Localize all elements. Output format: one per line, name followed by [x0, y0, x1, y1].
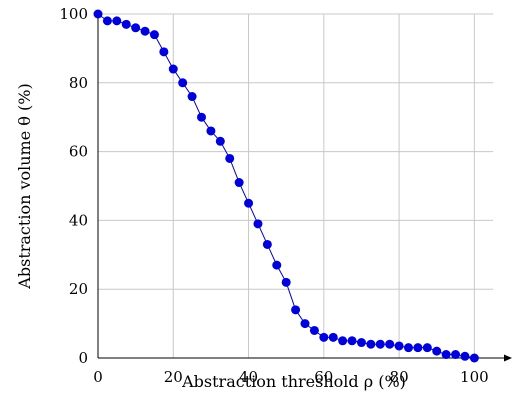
- data-point: [385, 339, 395, 349]
- x-tick-label: 60: [314, 368, 333, 386]
- x-tick-label: 80: [390, 368, 409, 386]
- data-point: [140, 26, 150, 36]
- data-points: [93, 9, 479, 363]
- data-point: [356, 338, 366, 348]
- data-point: [281, 277, 291, 287]
- data-point: [422, 343, 432, 353]
- data-point: [149, 30, 159, 40]
- data-point: [112, 16, 122, 26]
- data-point: [338, 336, 348, 346]
- data-point: [215, 136, 225, 146]
- axes: [97, 14, 512, 362]
- data-point: [319, 332, 329, 342]
- data-point: [178, 78, 188, 88]
- x-tick-label: 20: [164, 368, 183, 386]
- data-point: [291, 305, 301, 315]
- data-point: [121, 19, 131, 29]
- data-point: [469, 353, 479, 363]
- x-tick-label: 0: [93, 368, 103, 386]
- data-point: [234, 178, 244, 188]
- y-tick-label: 60: [69, 143, 88, 161]
- y-tick-label: 20: [69, 280, 88, 298]
- data-point: [168, 64, 178, 74]
- x-axis-label: Abstraction threshold ρ (%): [181, 372, 406, 391]
- y-tick-label: 40: [69, 211, 88, 229]
- data-point: [451, 350, 461, 360]
- data-point: [375, 339, 385, 349]
- data-point: [404, 343, 413, 353]
- y-tick-label: 0: [78, 349, 88, 367]
- data-point: [413, 343, 423, 353]
- data-point: [93, 9, 103, 19]
- data-point: [272, 260, 282, 270]
- data-point: [159, 47, 169, 57]
- data-point: [131, 23, 141, 33]
- x-tick-label: 100: [460, 368, 489, 386]
- x-tick-label: 40: [239, 368, 258, 386]
- data-point: [244, 198, 254, 208]
- data-point: [460, 351, 470, 361]
- data-point: [366, 339, 376, 349]
- data-point: [206, 126, 216, 136]
- data-point: [262, 239, 272, 249]
- data-point: [300, 319, 310, 329]
- data-point: [432, 346, 442, 356]
- tick-labels: 0 20 40 60 80 100 0 20 40 60 80 100: [59, 5, 488, 386]
- data-point: [441, 350, 451, 360]
- x-axis-arrow: [504, 354, 512, 362]
- series-line: [97, 13, 475, 359]
- data-point: [225, 153, 235, 163]
- y-tick-label: 80: [69, 74, 88, 92]
- data-point: [347, 336, 357, 346]
- data-point: [309, 325, 319, 335]
- data-point: [187, 92, 197, 102]
- data-point: [253, 219, 263, 229]
- data-point: [394, 341, 404, 351]
- data-point: [102, 16, 112, 26]
- y-tick-label: 100: [59, 5, 88, 23]
- y-axis-label: Abstraction volume θ (%): [15, 83, 34, 289]
- data-point: [197, 112, 206, 122]
- data-point: [328, 332, 338, 342]
